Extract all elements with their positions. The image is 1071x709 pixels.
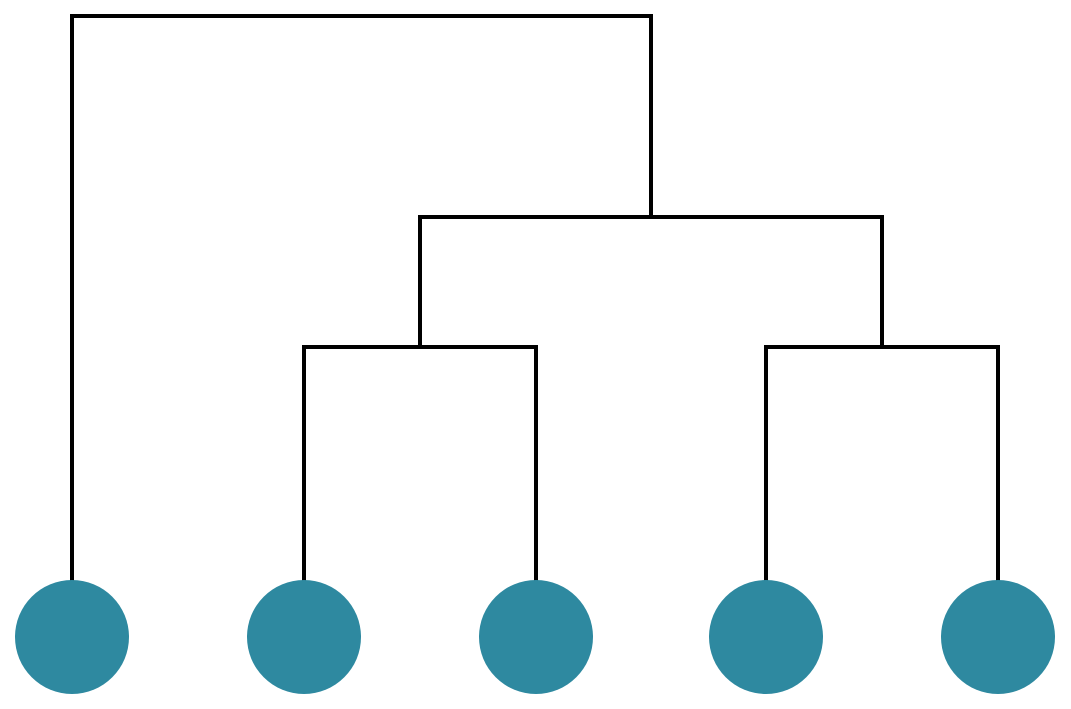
branch-merge-4-5 bbox=[764, 345, 1000, 582]
leaf-node-2 bbox=[247, 580, 361, 694]
branch-merge-2-3 bbox=[302, 345, 538, 582]
dendrogram-branches bbox=[70, 14, 1000, 582]
leaf-node-1 bbox=[15, 580, 129, 694]
dendrogram-leaves bbox=[15, 580, 1055, 694]
leaf-node-3 bbox=[479, 580, 593, 694]
leaf-node-5 bbox=[941, 580, 1055, 694]
branch-merge-root bbox=[70, 14, 653, 582]
branch-merge-2345 bbox=[418, 215, 884, 349]
leaf-node-4 bbox=[709, 580, 823, 694]
